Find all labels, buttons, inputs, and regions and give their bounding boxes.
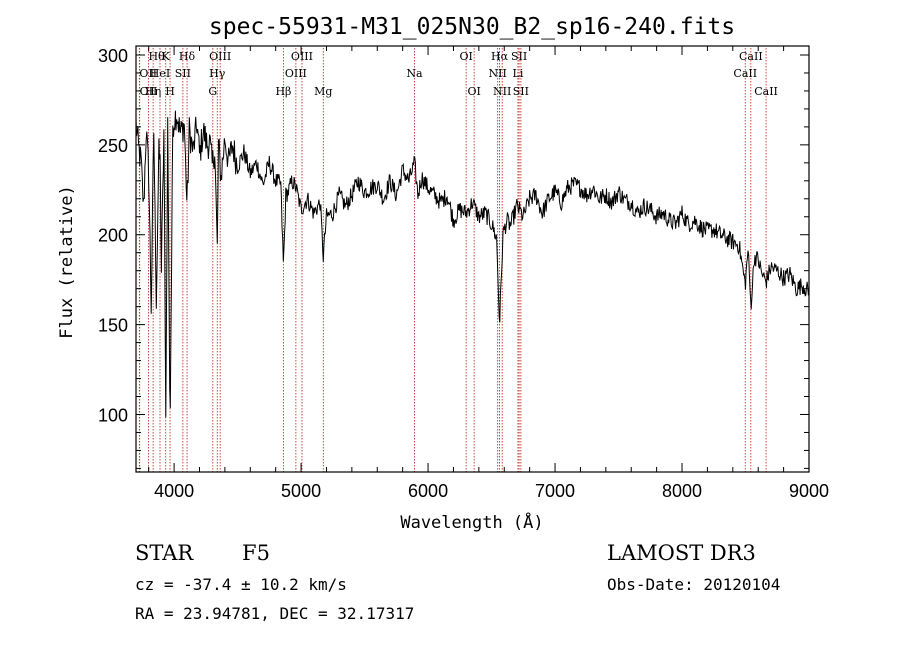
spectral-line-label: OI: [459, 50, 472, 63]
spectral-line-label: Hα: [491, 50, 509, 63]
spectral-line-label: Li: [513, 67, 524, 80]
y-tick-label: 250: [98, 136, 128, 156]
ra-dec: RA = 23.94781, DEC = 32.17317: [135, 604, 415, 623]
chart-title: spec-55931-M31_025N30_B2_sp16-240.fits: [209, 14, 735, 40]
spectrum-line: [135, 110, 810, 418]
plot-frame: [135, 45, 810, 473]
spectral-line-label: OIII: [285, 67, 307, 80]
x-tick-label: 4000: [154, 481, 194, 501]
spectral-subclass: F5: [242, 541, 270, 565]
spectral-line-label: CaII: [754, 85, 778, 98]
spectral-line-label: K: [162, 50, 171, 63]
x-tick-label: 8000: [662, 481, 702, 501]
y-axis-label: Flux (relative): [57, 185, 77, 339]
spectral-line-label: HeI: [150, 67, 170, 80]
redshift-cz: cz = -37.4 ± 10.2 km/s: [135, 575, 347, 594]
x-tick-label: 5000: [281, 481, 321, 501]
spectral-line-label: NII: [493, 85, 511, 98]
observation-date: Obs-Date: 20120104: [607, 575, 781, 594]
spectral-line-label: Hθ: [148, 50, 165, 63]
x-tick-label: 9000: [789, 481, 829, 501]
x-tick-label: 7000: [535, 481, 575, 501]
spectral-line-label: G: [208, 85, 217, 98]
spectral-line-label: NII: [488, 67, 506, 80]
spectrum-series: [135, 110, 810, 418]
spectral-line-labels: HθOIIOIIHηHeIKHSIIHδHγGOIIIHβOIIIOIIIMgN…: [139, 50, 777, 98]
spectral-line-label: SII: [511, 50, 527, 63]
survey-name: LAMOST DR3: [607, 541, 756, 565]
y-tick-label: 150: [98, 316, 128, 336]
spectral-line-label: Hη: [145, 85, 161, 98]
spectral-line-label: SII: [513, 85, 529, 98]
spectral-line-label: Hδ: [179, 50, 196, 63]
y-tick-label: 200: [98, 226, 128, 246]
spectral-line-label: OIII: [209, 50, 231, 63]
spectral-line-label: SII: [175, 67, 191, 80]
y-tick-label: 100: [98, 405, 128, 425]
spectral-line-label: H: [165, 85, 175, 98]
spectral-line-label: CaII: [733, 67, 757, 80]
x-axis-label: Wavelength (Å): [400, 511, 543, 533]
spectral-line-label: OII: [140, 85, 158, 98]
spectral-line-label: Hβ: [275, 85, 291, 98]
spectral-line-label: OIII: [291, 50, 313, 63]
spectral-line-label: Hγ: [209, 67, 226, 80]
y-tick-label: 300: [98, 46, 128, 66]
spectral-line-label: OI: [467, 85, 480, 98]
spectral-line-label: Mg: [314, 85, 332, 98]
axis-ticks: 4000 5000 6000 7000 8000 9000 100 150 200 250 300: [98, 46, 829, 501]
spectral-line-label: Na: [406, 67, 423, 80]
spectral-line-label: CaII: [739, 50, 763, 63]
x-tick-label: 6000: [408, 481, 448, 501]
spectral-line-markers: [138, 48, 767, 472]
object-type: STAR: [135, 541, 194, 565]
spectral-line-label: OII: [139, 67, 157, 80]
